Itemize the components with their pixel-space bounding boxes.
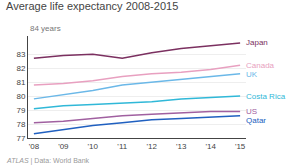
svg-text:77: 77 xyxy=(16,134,25,143)
svg-text:Japan: Japan xyxy=(246,38,268,47)
svg-text:'09: '09 xyxy=(58,142,69,151)
svg-text:79: 79 xyxy=(16,106,25,115)
svg-text:'11: '11 xyxy=(117,142,127,151)
svg-text:'10: '10 xyxy=(88,142,99,151)
svg-text:Canada: Canada xyxy=(246,61,275,70)
svg-text:ATLAS | Data: World Bank: ATLAS | Data: World Bank xyxy=(6,157,90,165)
svg-text:82: 82 xyxy=(16,64,25,73)
svg-text:78: 78 xyxy=(16,120,25,129)
svg-text:Average life expectancy 2008-2: Average life expectancy 2008-2015 xyxy=(6,0,178,12)
svg-text:'12: '12 xyxy=(147,142,158,151)
svg-text:'13: '13 xyxy=(176,142,187,151)
svg-text:Costa Rica: Costa Rica xyxy=(246,92,286,101)
svg-text:US: US xyxy=(246,107,257,116)
svg-text:'15: '15 xyxy=(235,142,246,151)
svg-text:'08: '08 xyxy=(29,142,40,151)
svg-text:Qatar: Qatar xyxy=(246,116,266,125)
svg-text:UK: UK xyxy=(246,70,258,79)
svg-text:84 years: 84 years xyxy=(30,24,61,33)
svg-text:81: 81 xyxy=(16,78,25,87)
svg-text:80: 80 xyxy=(16,92,25,101)
svg-text:83: 83 xyxy=(16,50,25,59)
svg-text:'14: '14 xyxy=(205,142,216,151)
